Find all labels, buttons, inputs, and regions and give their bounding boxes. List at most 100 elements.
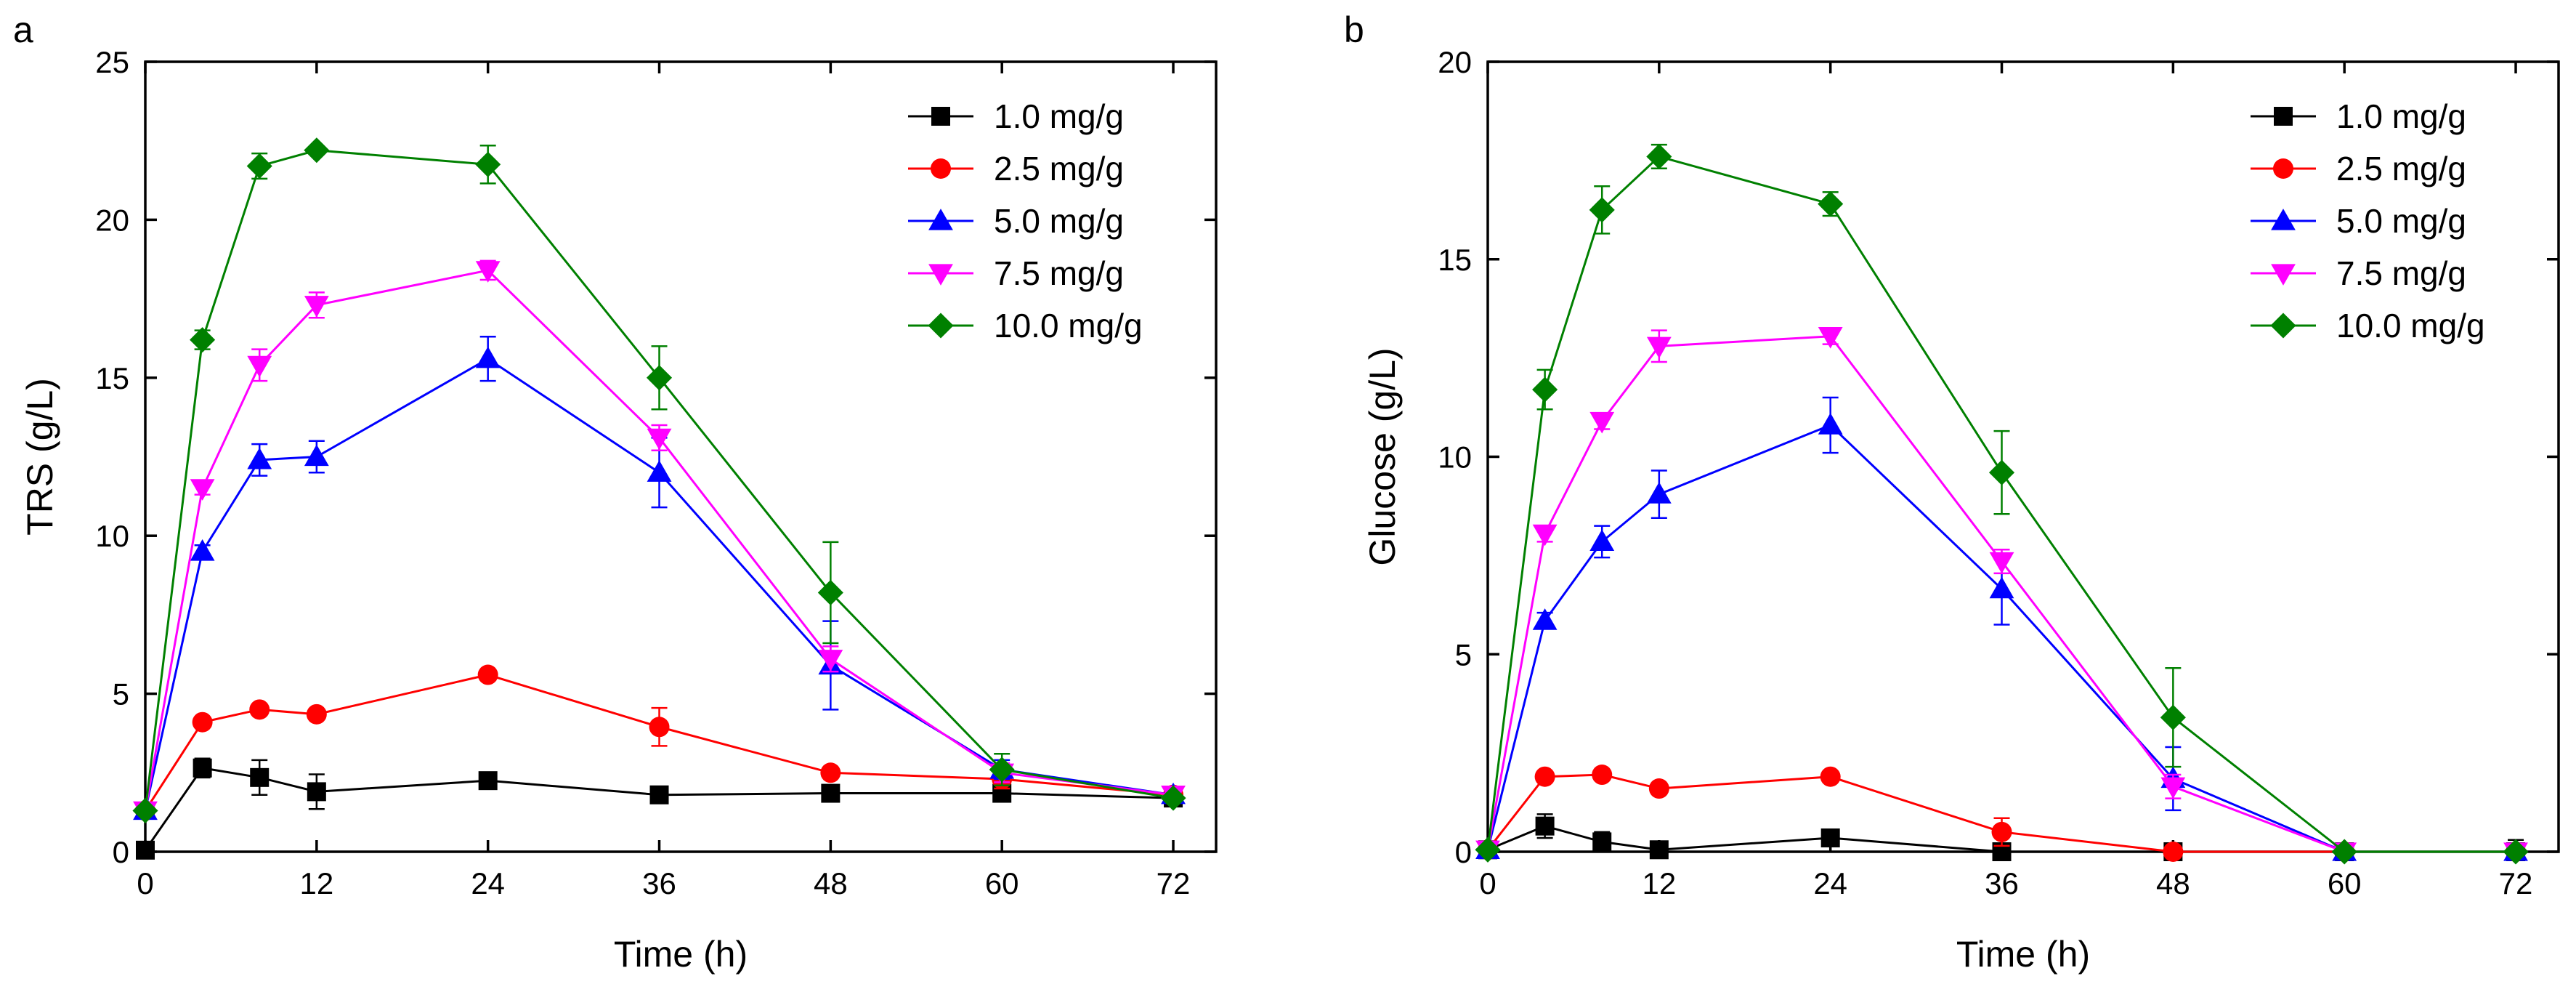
legend-marker [931,107,950,126]
data-point [1160,785,1186,811]
data-point [304,296,329,318]
legend-label: 1.0 mg/g [994,97,1124,135]
data-point [1646,482,1672,504]
legend-marker [928,264,953,286]
y-tick-label: 15 [1438,243,1472,277]
data-point [1589,197,1615,223]
data-point [1818,413,1843,435]
series-10-0-mg-g [1475,143,2529,865]
legend-label: 5.0 mg/g [2336,202,2466,240]
data-point [1988,459,2015,485]
data-point [190,327,216,353]
data-point [475,346,501,368]
data-point [817,579,843,606]
legend-marker [2271,209,2296,230]
x-axis-title: Time (h) [614,934,748,975]
legend-marker [2270,312,2296,339]
y-tick-label: 20 [1438,45,1472,79]
data-point [190,479,215,501]
data-point [192,711,213,733]
data-point [1991,821,2012,842]
data-point [247,355,272,378]
legend-label: 5.0 mg/g [994,202,1124,240]
data-point [1820,828,1840,847]
data-point [2160,777,2186,799]
data-point [1989,576,2014,599]
data-point [1646,143,1672,169]
y-tick-label: 0 [113,835,129,869]
data-point [821,783,841,803]
data-point [649,717,670,738]
data-point [2163,842,2184,862]
data-point [250,767,270,787]
y-tick-label: 5 [113,677,129,711]
legend: 1.0 mg/g 2.5 mg/g 5.0 mg/g 7.5 mg/g 10.0 mg/… [2251,97,2485,344]
y-tick-label: 20 [95,203,129,237]
data-point [989,757,1015,783]
data-point [1532,608,1558,630]
legend-marker [931,158,951,179]
series-10-0-mg-g [132,137,1186,824]
data-point [1592,832,1612,852]
data-point [1475,836,1501,863]
y-tick-label: 5 [1455,637,1472,672]
x-tick-label: 0 [137,866,153,900]
data-point [820,762,841,783]
y-tick-label: 25 [95,45,129,79]
panel-label: a [13,9,33,50]
data-point [2503,839,2529,865]
y-tick-label: 0 [1455,835,1472,869]
legend-label: 1.0 mg/g [2336,97,2466,135]
data-point [647,460,672,482]
x-tick-label: 12 [1642,866,1676,900]
data-point [193,758,212,778]
data-point [647,428,672,451]
data-point [249,699,270,720]
legend-marker [928,209,953,230]
legend-label: 7.5 mg/g [2336,254,2466,292]
plot-frame [144,60,1218,853]
data-point [1648,778,1669,799]
legend-marker [2271,264,2296,286]
legend-label: 7.5 mg/g [994,254,1124,292]
data-point [1989,552,2014,574]
legend-label: 10.0 mg/g [2336,307,2485,344]
x-axis-title: Time (h) [1956,934,2090,975]
data-point [1532,524,1558,547]
y-tick-label: 15 [95,361,129,395]
data-point [247,447,272,469]
x-tick-label: 0 [1479,866,1496,900]
data-point [1589,411,1615,434]
y-tick-label: 10 [95,519,129,553]
y-axis-title: Glucose (g/L) [1362,347,1403,565]
panel-a: a 0 12 24 36 48 60 72 0 5 10 15 20 25 Time (h) TRS (g/L… [13,9,1218,975]
data-point [1818,327,1843,349]
data-point [304,137,330,164]
y-axis-title: TRS (g/L) [20,378,60,536]
x-tick-label: 72 [2499,866,2533,900]
data-point [818,650,843,672]
y-tick-label: 10 [1438,440,1472,475]
data-point [649,785,669,805]
panel-label: b [1344,9,1364,50]
x-tick-label: 36 [642,866,676,900]
data-point [1589,529,1615,552]
x-tick-label: 48 [814,866,848,900]
data-point [1592,765,1613,786]
x-tick-label: 24 [471,866,505,900]
data-point [1646,336,1672,359]
data-point [1818,191,1844,217]
data-point [475,151,501,177]
legend: 1.0 mg/g 2.5 mg/g 5.0 mg/g 7.5 mg/g 10.0 mg/… [908,97,1143,344]
data-point [646,365,673,391]
data-point [477,664,498,685]
x-tick-label: 12 [299,866,333,900]
data-point [307,782,326,802]
data-point [2331,839,2357,865]
x-tick-label: 72 [1157,866,1191,900]
legend-label: 2.5 mg/g [994,150,1124,187]
legend-label: 10.0 mg/g [994,307,1143,344]
data-point [478,771,498,791]
panel-b: b 0 12 24 36 48 60 72 0 5 10 15 20 Time (h) Glucose (g… [1344,9,2560,975]
